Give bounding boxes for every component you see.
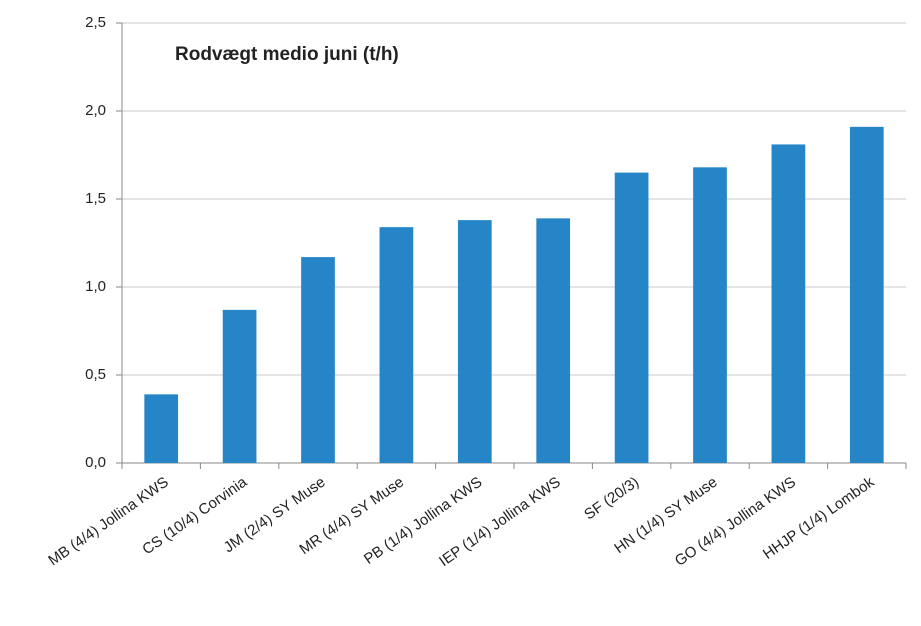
- bar: [849, 126, 884, 463]
- y-tick-label: 2,5: [85, 14, 106, 31]
- bar: [144, 394, 179, 463]
- bar: [222, 309, 257, 463]
- y-tick-label: 0,0: [85, 454, 106, 471]
- chart-title: Rodvægt medio juni (t/h): [175, 44, 399, 65]
- x-tick-label: SF (20/3): [581, 474, 642, 524]
- y-tick-label: 2,0: [85, 102, 106, 119]
- bar: [771, 144, 806, 463]
- bar: [301, 257, 335, 463]
- bar: [379, 227, 414, 463]
- bar: [536, 218, 571, 463]
- y-tick-label: 1,0: [85, 278, 106, 295]
- bar: [614, 172, 649, 463]
- bar: [457, 220, 492, 463]
- y-tick-label: 1,5: [85, 190, 106, 207]
- y-tick-label: 0,5: [85, 366, 106, 383]
- bar: [693, 167, 727, 463]
